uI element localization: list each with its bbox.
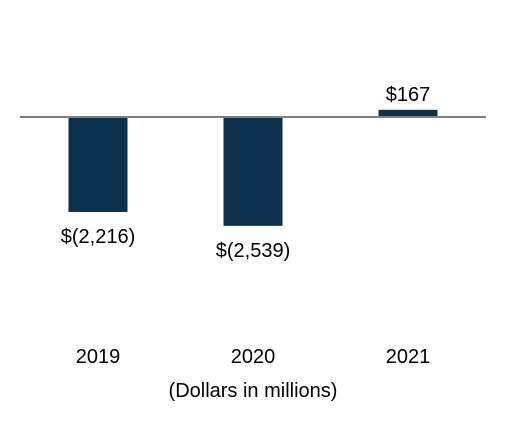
bar-2021	[378, 109, 438, 117]
x-tick-2019: 2019	[76, 346, 121, 368]
x-tick-2020: 2020	[231, 346, 276, 368]
x-axis-ticks: 2019 2020 2021	[76, 346, 431, 368]
x-tick-2021: 2021	[386, 346, 431, 368]
bar-2019	[68, 117, 128, 212]
data-labels: $(2,216) $(2,539) $167	[61, 84, 431, 262]
data-label-2021: $167	[386, 84, 431, 106]
bars	[68, 109, 438, 226]
data-label-2020: $(2,539)	[216, 240, 291, 262]
data-label-2019: $(2,216)	[61, 226, 136, 248]
x-axis-label: (Dollars in millions)	[169, 380, 338, 402]
bar-2020	[223, 117, 283, 226]
